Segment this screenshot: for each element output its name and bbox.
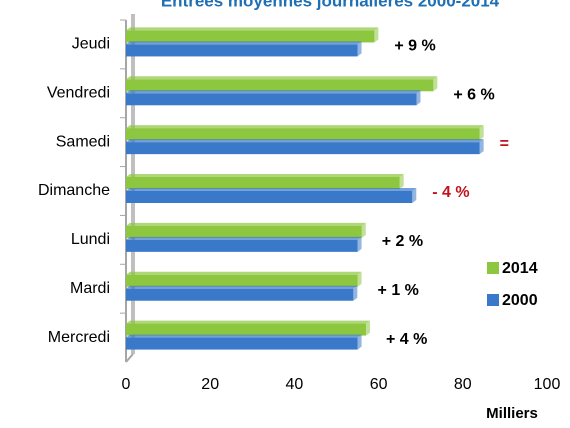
y-tick-label: Jeudi bbox=[72, 36, 110, 53]
bar bbox=[126, 225, 362, 238]
bar-side bbox=[357, 334, 362, 350]
bar bbox=[126, 79, 434, 92]
bar bbox=[126, 177, 400, 189]
bar-top bbox=[126, 139, 484, 143]
bar bbox=[126, 30, 375, 43]
bar-side bbox=[412, 188, 417, 203]
y-tick-label: Mardi bbox=[70, 280, 110, 297]
legend-swatch bbox=[487, 262, 499, 274]
bar-top bbox=[126, 222, 366, 226]
axis-corner bbox=[125, 353, 134, 363]
bar-top bbox=[126, 27, 379, 31]
y-tick-label: Mercredi bbox=[48, 329, 110, 346]
bar-side bbox=[357, 271, 362, 287]
bar-top bbox=[126, 271, 362, 275]
bar-side bbox=[361, 222, 366, 238]
x-tick-label: 20 bbox=[201, 376, 219, 393]
bar-side bbox=[416, 90, 421, 106]
bar bbox=[126, 142, 480, 155]
x-tick-label: 80 bbox=[454, 376, 472, 393]
bar bbox=[126, 274, 358, 287]
annotation: - 4 % bbox=[432, 184, 469, 201]
bar-side bbox=[479, 139, 484, 155]
bar bbox=[126, 239, 358, 252]
bar-side bbox=[353, 285, 358, 301]
x-tick-label: 0 bbox=[122, 376, 131, 393]
bar-top bbox=[126, 188, 417, 191]
bar-top bbox=[126, 334, 362, 338]
annotation: + 1 % bbox=[378, 282, 419, 299]
y-tick-label: Samedi bbox=[56, 133, 110, 150]
bar bbox=[126, 128, 480, 141]
bar-top bbox=[126, 174, 404, 177]
bar bbox=[126, 44, 358, 57]
bar-side bbox=[357, 41, 362, 57]
legend-label: 2000 bbox=[502, 292, 538, 309]
annotation: = bbox=[500, 135, 509, 152]
annotation: + 4 % bbox=[386, 331, 427, 348]
bar-top bbox=[126, 76, 438, 80]
legend-swatch bbox=[487, 294, 499, 306]
bar-side bbox=[365, 320, 370, 336]
annotation: + 6 % bbox=[453, 87, 494, 104]
bar-top bbox=[126, 90, 421, 94]
bar-side bbox=[399, 174, 404, 189]
x-axis-label: Milliers bbox=[486, 405, 538, 422]
bar-side bbox=[357, 236, 362, 252]
y-tick-label: Lundi bbox=[71, 231, 110, 248]
x-tick-label: 40 bbox=[286, 376, 304, 393]
x-tick-label: 100 bbox=[534, 376, 561, 393]
bar bbox=[126, 323, 366, 336]
bar bbox=[126, 337, 358, 350]
bar bbox=[126, 288, 354, 301]
chart-title: Entrées moyennes journalières 2000-2014 bbox=[161, 0, 500, 10]
bar-side bbox=[479, 125, 484, 141]
y-tick-label: Dimanche bbox=[38, 182, 110, 199]
annotation: + 9 % bbox=[394, 38, 435, 55]
y-tick-label: Vendredi bbox=[47, 85, 110, 102]
x-tick-label: 60 bbox=[370, 376, 388, 393]
bar-top bbox=[126, 320, 370, 324]
annotation: + 2 % bbox=[382, 233, 423, 250]
bar-side bbox=[374, 27, 379, 43]
bar-top bbox=[126, 285, 358, 289]
legend-label: 2014 bbox=[502, 260, 538, 277]
bar-side bbox=[433, 76, 438, 92]
bar-top bbox=[126, 41, 362, 45]
bar-top bbox=[126, 125, 484, 129]
bar bbox=[126, 93, 417, 106]
bar-top bbox=[126, 236, 362, 240]
bar bbox=[126, 191, 413, 203]
